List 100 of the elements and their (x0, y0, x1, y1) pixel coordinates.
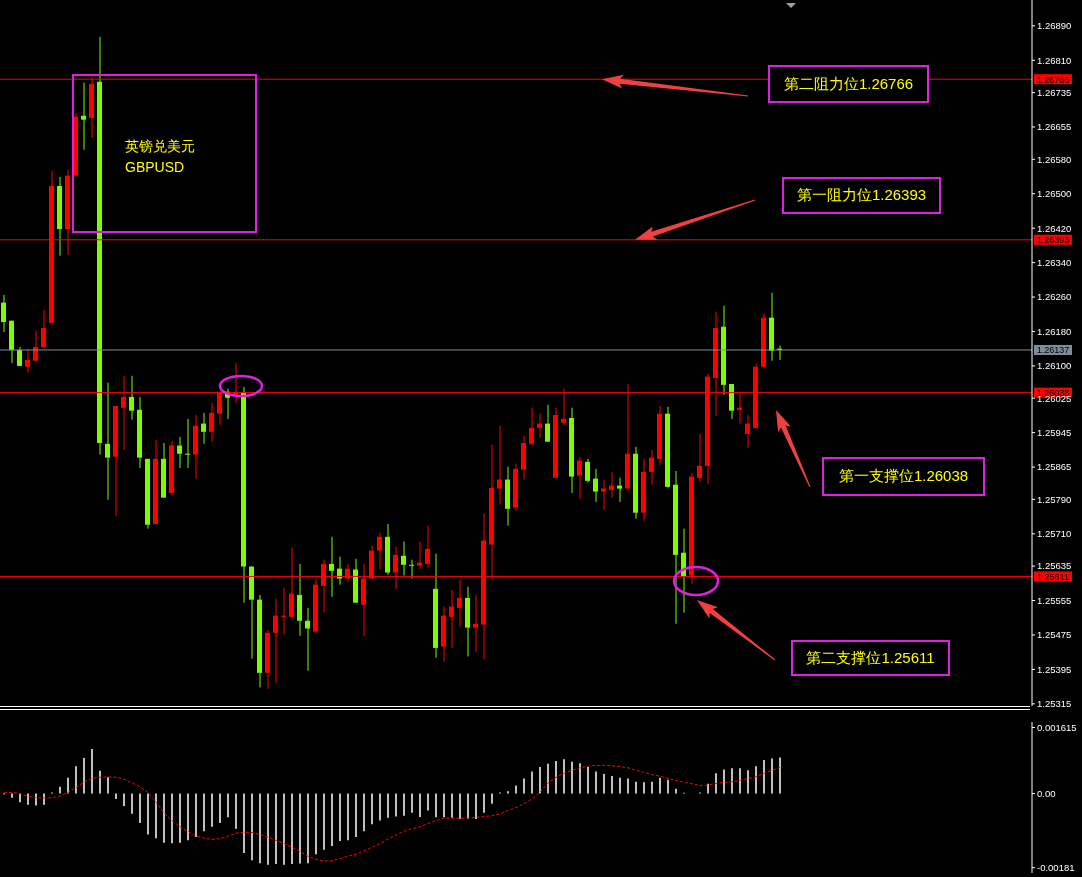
candlestick (497, 425, 502, 506)
bar (467, 793, 469, 819)
bar (387, 793, 389, 818)
candlestick (417, 541, 422, 570)
candlestick (577, 456, 582, 500)
bar (771, 758, 773, 794)
candlestick (457, 579, 462, 628)
bar (179, 793, 181, 843)
y-tick-label: 1.26810 (1037, 54, 1072, 66)
candlestick (545, 404, 550, 443)
bar (475, 793, 477, 819)
annotation: 英镑兑美元 (125, 137, 196, 156)
y-tick-label: 1.26420 (1037, 222, 1072, 234)
candlestick (329, 536, 334, 598)
candlestick (185, 418, 190, 469)
bar (267, 793, 269, 865)
bar (579, 763, 581, 794)
bar (11, 793, 13, 798)
candlestick (337, 556, 342, 586)
bar (67, 777, 69, 794)
candlestick (25, 348, 30, 374)
candlestick (129, 375, 134, 421)
candlestick (305, 607, 310, 672)
y-tick-label: 1.26655 (1037, 121, 1072, 133)
candlestick (81, 82, 86, 151)
bar (651, 781, 653, 794)
annotation: 第一支撑位1.26038 (822, 457, 985, 496)
bar (235, 793, 237, 829)
bar (171, 793, 173, 844)
bar (587, 767, 589, 794)
bar (723, 769, 725, 794)
bar (259, 793, 261, 864)
bar (251, 793, 253, 861)
ref-line-label: 1.26137 (1036, 345, 1070, 356)
y-tick-label: 1.26260 (1037, 291, 1072, 303)
bar (131, 793, 133, 814)
bar (395, 793, 397, 817)
candlestick (409, 559, 414, 580)
y-tick-label: 1.25865 (1037, 461, 1072, 473)
bar (707, 783, 709, 794)
bar (411, 793, 413, 813)
candlestick (17, 346, 22, 367)
bar (539, 767, 541, 794)
y-tick-label: 1.26890 (1037, 20, 1072, 32)
candlestick (601, 479, 606, 511)
bar (83, 758, 85, 794)
y-tick-label: 1.25790 (1037, 493, 1072, 505)
y-tick-label: 1.26100 (1037, 360, 1072, 372)
y-tick-label: 0.001615 (1037, 721, 1077, 733)
y-tick-label: 1.26735 (1037, 86, 1072, 98)
bar (299, 793, 301, 864)
bar (99, 770, 101, 794)
bar (603, 773, 605, 794)
bar (403, 793, 405, 816)
y-tick-label: 1.25475 (1037, 629, 1072, 641)
candlestick (273, 598, 278, 684)
bar (275, 793, 277, 864)
line-series (3, 764, 781, 862)
candlestick (697, 433, 702, 483)
bar (379, 793, 381, 821)
y-tick-label: 1.25945 (1037, 427, 1072, 439)
candlestick (529, 407, 534, 447)
y-tick-label: 1.25710 (1037, 528, 1072, 540)
ref-line-label: 1.25611 (1037, 571, 1069, 582)
bar (715, 773, 717, 794)
bar (627, 778, 629, 794)
bar (195, 793, 197, 837)
bar (139, 793, 141, 824)
candlestick (201, 412, 206, 445)
bar (667, 779, 669, 794)
bar (323, 793, 325, 850)
candlestick (617, 477, 622, 503)
y-tick-label: 1.25315 (1037, 698, 1072, 710)
bar (739, 768, 741, 794)
bar (659, 777, 661, 794)
bar (307, 793, 309, 864)
candlestick (41, 309, 46, 348)
bar (91, 749, 93, 794)
candlestick (609, 471, 614, 499)
bar (75, 766, 77, 794)
bar (731, 768, 733, 794)
bar (123, 793, 125, 806)
ref-line-label: 1.26393 (1036, 235, 1070, 246)
candlestick (425, 525, 430, 569)
y-tick-label: 1.26500 (1037, 188, 1072, 200)
bar (779, 757, 781, 794)
bar (515, 785, 517, 794)
bar (643, 782, 645, 794)
bar (507, 791, 509, 794)
ref-line-label: 1.26766 (1036, 74, 1070, 85)
y-tick-label: 1.25395 (1037, 663, 1072, 675)
bar (347, 793, 349, 841)
annotation: 第二支撑位1.25611 (791, 640, 950, 676)
bar (491, 793, 493, 804)
bar (339, 793, 341, 842)
bar (547, 763, 549, 794)
bar (27, 793, 29, 805)
candlestick (649, 449, 654, 486)
bar (115, 793, 117, 799)
bar (363, 793, 365, 832)
